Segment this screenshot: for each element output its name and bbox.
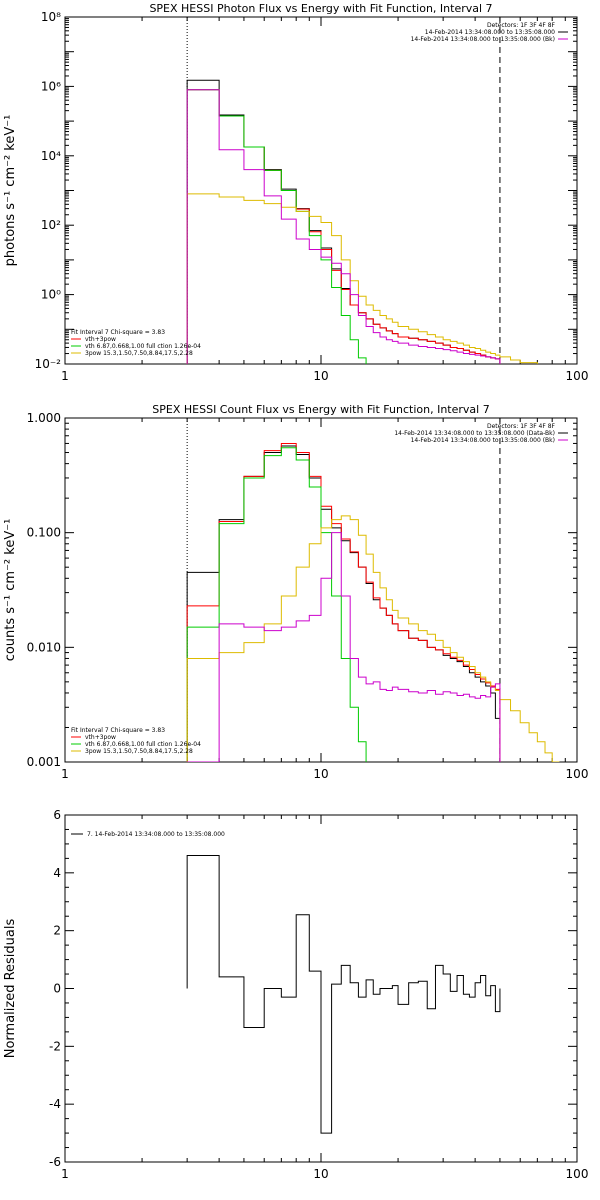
y-tick-label: 10⁶ (41, 79, 61, 93)
legend-top-line: Detectors: 1F 3F 4F 8F (487, 22, 556, 29)
x-tick-label: 10 (313, 767, 328, 781)
series-0-7-14-feb-2014-13-34-08-000-to-13-35-08-000-series (186, 854, 501, 1134)
series-2-vth-series (186, 447, 367, 762)
y-tick-label: 0.100 (27, 526, 61, 540)
y-tick-label: 0.010 (27, 640, 61, 654)
y-tick-label: -2 (49, 1039, 61, 1053)
legend-entry: Fit Interval 7 Chi-square = 3.83 (71, 329, 165, 336)
series-3-3pow-series (186, 515, 560, 762)
x-tick-label: 1 (61, 1167, 69, 1181)
y-tick-label: -6 (49, 1155, 61, 1169)
y-tick-label: 10² (41, 218, 61, 232)
y-tick-label: 0 (53, 982, 61, 996)
y-axis-label: photons s⁻¹ cm⁻² keV⁻¹ (3, 115, 18, 267)
legend-entry: Fit Interval 7 Chi-square = 3.83 (71, 727, 165, 734)
x-tick-label: 100 (566, 767, 589, 781)
x-tick-label: 1 (61, 369, 69, 383)
panel-2: SPEX HESSI Count Flux vs Energy with Fit… (3, 403, 588, 781)
legend-top-line: Detectors: 1F 3F 4F 8F (487, 423, 556, 430)
x-tick-label: 1 (61, 767, 69, 781)
series-2-vth-series (186, 89, 367, 364)
chart-title: SPEX HESSI Count Flux vs Energy with Fit… (152, 403, 489, 416)
y-tick-label: 10⁴ (41, 149, 61, 163)
series-0-data-series (186, 79, 501, 364)
series-3-3pow-series (186, 193, 538, 364)
y-tick-label: 2 (53, 924, 61, 938)
y-tick-label: 6 (53, 808, 61, 822)
legend-top-line: 14-Feb-2014 13:34:08.000 to 13:35:08.000… (411, 36, 555, 43)
legend-entry: vth 6.87,0.668,1.00 full ction 1.26e-04 (85, 741, 201, 748)
series-4-bk-series (186, 89, 501, 364)
legend-entry: vth+3pow (85, 734, 116, 741)
series-1-vth-3pow-series (186, 89, 501, 364)
y-tick-label: 1.000 (27, 411, 61, 425)
x-tick-label: 10 (313, 1167, 328, 1181)
x-tick-label: 100 (566, 369, 589, 383)
y-tick-label: 0.001 (27, 755, 61, 769)
y-axis-label: Normalized Residuals (3, 919, 18, 1059)
series-group (186, 442, 560, 762)
series-1-vth-3pow-series (186, 442, 501, 762)
legend-top-line: 14-Feb-2014 13:34:08.000 to 13:35:08.000… (394, 430, 555, 437)
legend-entry: vth 6.87,0.668,1.00 full ction 1.26e-04 (85, 343, 201, 350)
legend-top-line: 14-Feb-2014 13:34:08.000 to 13:35:08.000… (411, 437, 555, 444)
panel-3: 1 10 100 -6 -4 -2 0 2 4 6 Normalized Residuals 7. 1… (3, 808, 588, 1181)
series-group (186, 854, 501, 1134)
y-axis-label: counts s⁻¹ cm⁻² keV⁻¹ (3, 519, 18, 662)
legend-entry: 3pow 15.3,1.50,7.50,8.84,17.5,2.28 (85, 748, 193, 755)
y-tick-label: -4 (49, 1097, 61, 1111)
x-tick-label: 10 (313, 369, 328, 383)
x-tick-label: 100 (566, 1167, 589, 1181)
legend-top-line: 14-Feb-2014 13:34:08.000 to 13:35:08.000 (425, 29, 555, 36)
y-tick-label: 10⁸ (41, 10, 61, 24)
y-tick-label: 4 (53, 866, 61, 880)
series-4-bk-series (186, 532, 501, 762)
legend-entry: 7. 14-Feb-2014 13:34:08.000 to 13:35:08.… (87, 831, 225, 838)
panel-1: SPEX HESSI Photon Flux vs Energy with Fi… (3, 2, 588, 383)
legend-entry: vth+3pow (85, 336, 116, 343)
series-group (186, 79, 538, 364)
chart-title: SPEX HESSI Photon Flux vs Energy with Fi… (149, 2, 492, 15)
y-tick-label: 10⁻² (35, 357, 62, 371)
legend-entry: 3pow 15.3,1.50,7.50,8.84,17.5,2.28 (85, 350, 193, 357)
y-tick-label: 10⁰ (41, 288, 61, 302)
series-0-data-bk-series (186, 445, 501, 762)
